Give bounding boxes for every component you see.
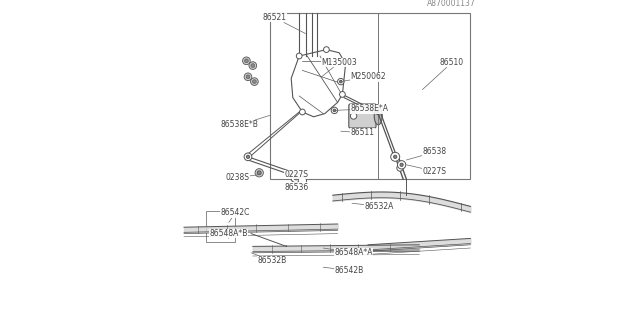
Circle shape bbox=[332, 107, 338, 114]
Circle shape bbox=[246, 155, 250, 158]
Circle shape bbox=[397, 161, 406, 169]
Bar bbox=[270, 13, 470, 179]
Circle shape bbox=[257, 171, 261, 175]
Circle shape bbox=[252, 80, 256, 84]
Circle shape bbox=[390, 152, 399, 161]
Text: 86521: 86521 bbox=[262, 13, 306, 34]
Circle shape bbox=[243, 57, 250, 65]
Circle shape bbox=[250, 78, 258, 85]
Circle shape bbox=[294, 175, 298, 180]
Text: 86538E*A: 86538E*A bbox=[334, 104, 388, 113]
Text: 86538E*B: 86538E*B bbox=[221, 115, 270, 129]
Circle shape bbox=[338, 78, 344, 85]
Circle shape bbox=[298, 177, 307, 185]
Circle shape bbox=[251, 64, 255, 68]
FancyBboxPatch shape bbox=[349, 104, 376, 128]
Text: 86548A*A: 86548A*A bbox=[323, 248, 373, 257]
Text: 86548A*B: 86548A*B bbox=[210, 229, 248, 238]
Text: A870001137: A870001137 bbox=[426, 0, 475, 8]
Circle shape bbox=[291, 172, 301, 183]
Text: 0227S: 0227S bbox=[406, 165, 447, 176]
Circle shape bbox=[323, 47, 329, 52]
Text: 86542C: 86542C bbox=[221, 208, 250, 222]
Text: M250062: M250062 bbox=[340, 72, 386, 82]
Circle shape bbox=[255, 169, 264, 177]
Circle shape bbox=[351, 113, 357, 119]
Circle shape bbox=[249, 62, 257, 69]
Bar bbox=[206, 211, 236, 242]
Text: 86532B: 86532B bbox=[251, 253, 287, 265]
Circle shape bbox=[333, 109, 335, 112]
Circle shape bbox=[397, 165, 403, 171]
Circle shape bbox=[394, 155, 397, 158]
Text: 86510: 86510 bbox=[422, 58, 464, 90]
Text: 86542B: 86542B bbox=[323, 266, 364, 275]
Text: M135003: M135003 bbox=[322, 58, 357, 77]
Text: 0227S: 0227S bbox=[285, 170, 309, 179]
Text: 86536: 86536 bbox=[285, 182, 309, 192]
Text: 86532A: 86532A bbox=[352, 202, 394, 211]
Text: 86538: 86538 bbox=[406, 148, 447, 160]
Circle shape bbox=[246, 75, 250, 79]
Circle shape bbox=[244, 73, 252, 81]
Text: 0238S: 0238S bbox=[226, 173, 261, 182]
Circle shape bbox=[400, 163, 403, 166]
Circle shape bbox=[244, 59, 248, 63]
Circle shape bbox=[296, 53, 302, 59]
Circle shape bbox=[339, 80, 342, 83]
Circle shape bbox=[244, 153, 252, 161]
Circle shape bbox=[300, 109, 305, 115]
Circle shape bbox=[339, 92, 346, 97]
Text: 86511: 86511 bbox=[340, 128, 374, 137]
Ellipse shape bbox=[374, 107, 382, 125]
